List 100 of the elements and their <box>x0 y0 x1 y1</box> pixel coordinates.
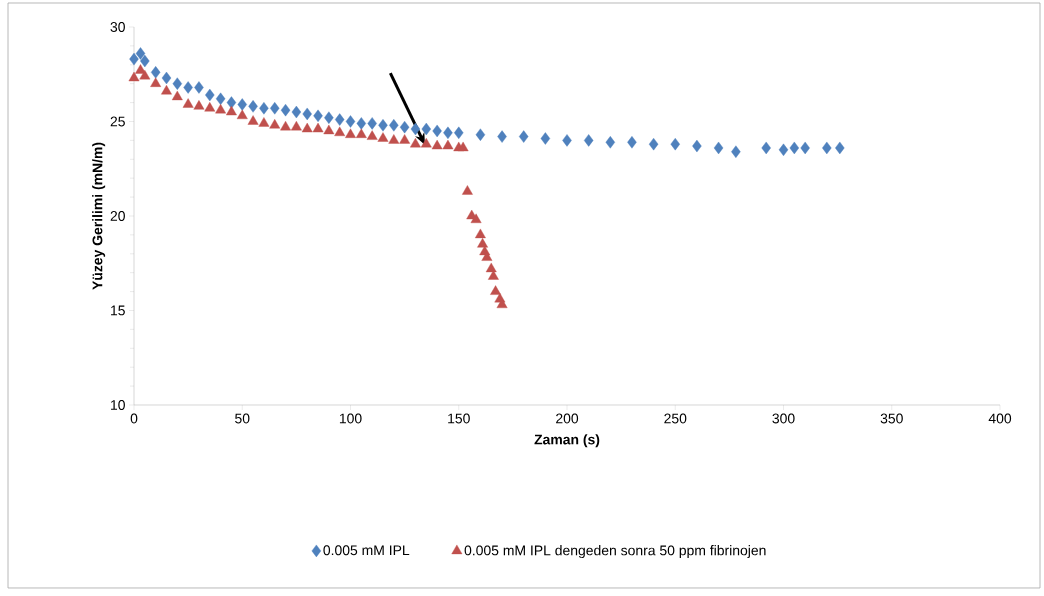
point <box>822 141 832 155</box>
point <box>345 128 356 138</box>
point <box>800 141 810 155</box>
point <box>475 128 486 141</box>
point <box>420 137 432 148</box>
point <box>129 52 139 66</box>
point <box>355 128 367 138</box>
point <box>247 115 259 125</box>
point <box>290 120 302 131</box>
point <box>778 143 789 157</box>
point <box>367 117 377 130</box>
point <box>731 145 741 158</box>
point <box>583 134 594 147</box>
x-tick-label: 150 <box>448 413 470 424</box>
point <box>345 115 356 128</box>
point <box>237 98 247 111</box>
point <box>334 126 346 137</box>
point <box>215 103 226 114</box>
point <box>497 130 507 143</box>
point <box>692 139 702 153</box>
y-tick-label: 25 <box>110 116 125 127</box>
point <box>789 141 800 155</box>
point <box>410 137 421 148</box>
point <box>334 113 345 126</box>
point <box>470 213 482 223</box>
point <box>519 130 529 143</box>
point <box>490 285 501 295</box>
point <box>135 47 146 60</box>
point <box>182 98 194 108</box>
y-tick-label: 15 <box>111 305 125 316</box>
point <box>183 81 193 94</box>
point <box>312 122 324 133</box>
point <box>259 102 269 115</box>
point <box>477 238 488 248</box>
point <box>421 122 431 136</box>
point <box>269 119 281 129</box>
point <box>161 71 172 85</box>
x-tick-label: 0 <box>130 413 138 424</box>
point <box>270 102 280 115</box>
point <box>236 109 248 120</box>
y-tick-label: 10 <box>111 400 125 410</box>
point <box>648 137 659 151</box>
point <box>475 228 486 239</box>
point <box>161 85 172 95</box>
legend-label: 0.005 mM IPL dengeden sonra 50 ppm fibrinojen <box>464 545 766 559</box>
x-tick-label: 50 <box>235 413 250 424</box>
y-tick-label: 20 <box>110 211 125 221</box>
point <box>215 92 226 106</box>
point <box>540 132 551 145</box>
point <box>377 132 389 142</box>
point <box>172 77 183 90</box>
point <box>302 107 312 121</box>
point <box>378 119 388 132</box>
point <box>139 69 151 80</box>
point <box>150 77 162 87</box>
point <box>280 120 291 131</box>
point <box>410 122 421 136</box>
point <box>313 109 323 123</box>
point <box>226 105 237 116</box>
point <box>140 54 150 68</box>
point <box>389 119 399 132</box>
point <box>454 126 464 140</box>
point <box>204 102 216 112</box>
y-tick-label: 30 <box>110 22 125 32</box>
point <box>462 185 473 195</box>
point <box>605 136 616 149</box>
point <box>388 134 400 144</box>
point <box>258 117 270 127</box>
point <box>562 134 572 147</box>
point <box>248 100 258 113</box>
point <box>399 134 411 144</box>
point <box>457 141 469 152</box>
point <box>399 120 410 134</box>
point <box>150 66 161 79</box>
x-tick-label: 250 <box>664 413 687 424</box>
x-tick-label: 400 <box>988 413 1012 424</box>
x-axis-title: Zaman (s) <box>534 434 600 448</box>
point <box>128 71 140 82</box>
point <box>280 103 291 117</box>
legend-label: 0.005 mM IPL <box>323 545 410 556</box>
point <box>670 137 680 151</box>
point <box>301 122 313 133</box>
point <box>835 141 845 155</box>
x-tick-label: 200 <box>556 413 579 424</box>
point <box>356 117 367 130</box>
point <box>442 139 454 150</box>
point <box>713 141 724 155</box>
x-tick-label: 300 <box>772 413 795 424</box>
y-axis-title: Yüzey Gerilimi (mN/m) <box>92 142 106 290</box>
point <box>324 111 334 124</box>
point <box>171 90 183 101</box>
x-tick-label: 100 <box>339 413 362 424</box>
point <box>761 141 771 155</box>
point <box>432 124 442 138</box>
point <box>193 100 205 110</box>
point <box>431 139 443 150</box>
point <box>291 105 302 119</box>
point <box>366 130 378 140</box>
point <box>323 124 335 135</box>
point <box>205 88 215 102</box>
